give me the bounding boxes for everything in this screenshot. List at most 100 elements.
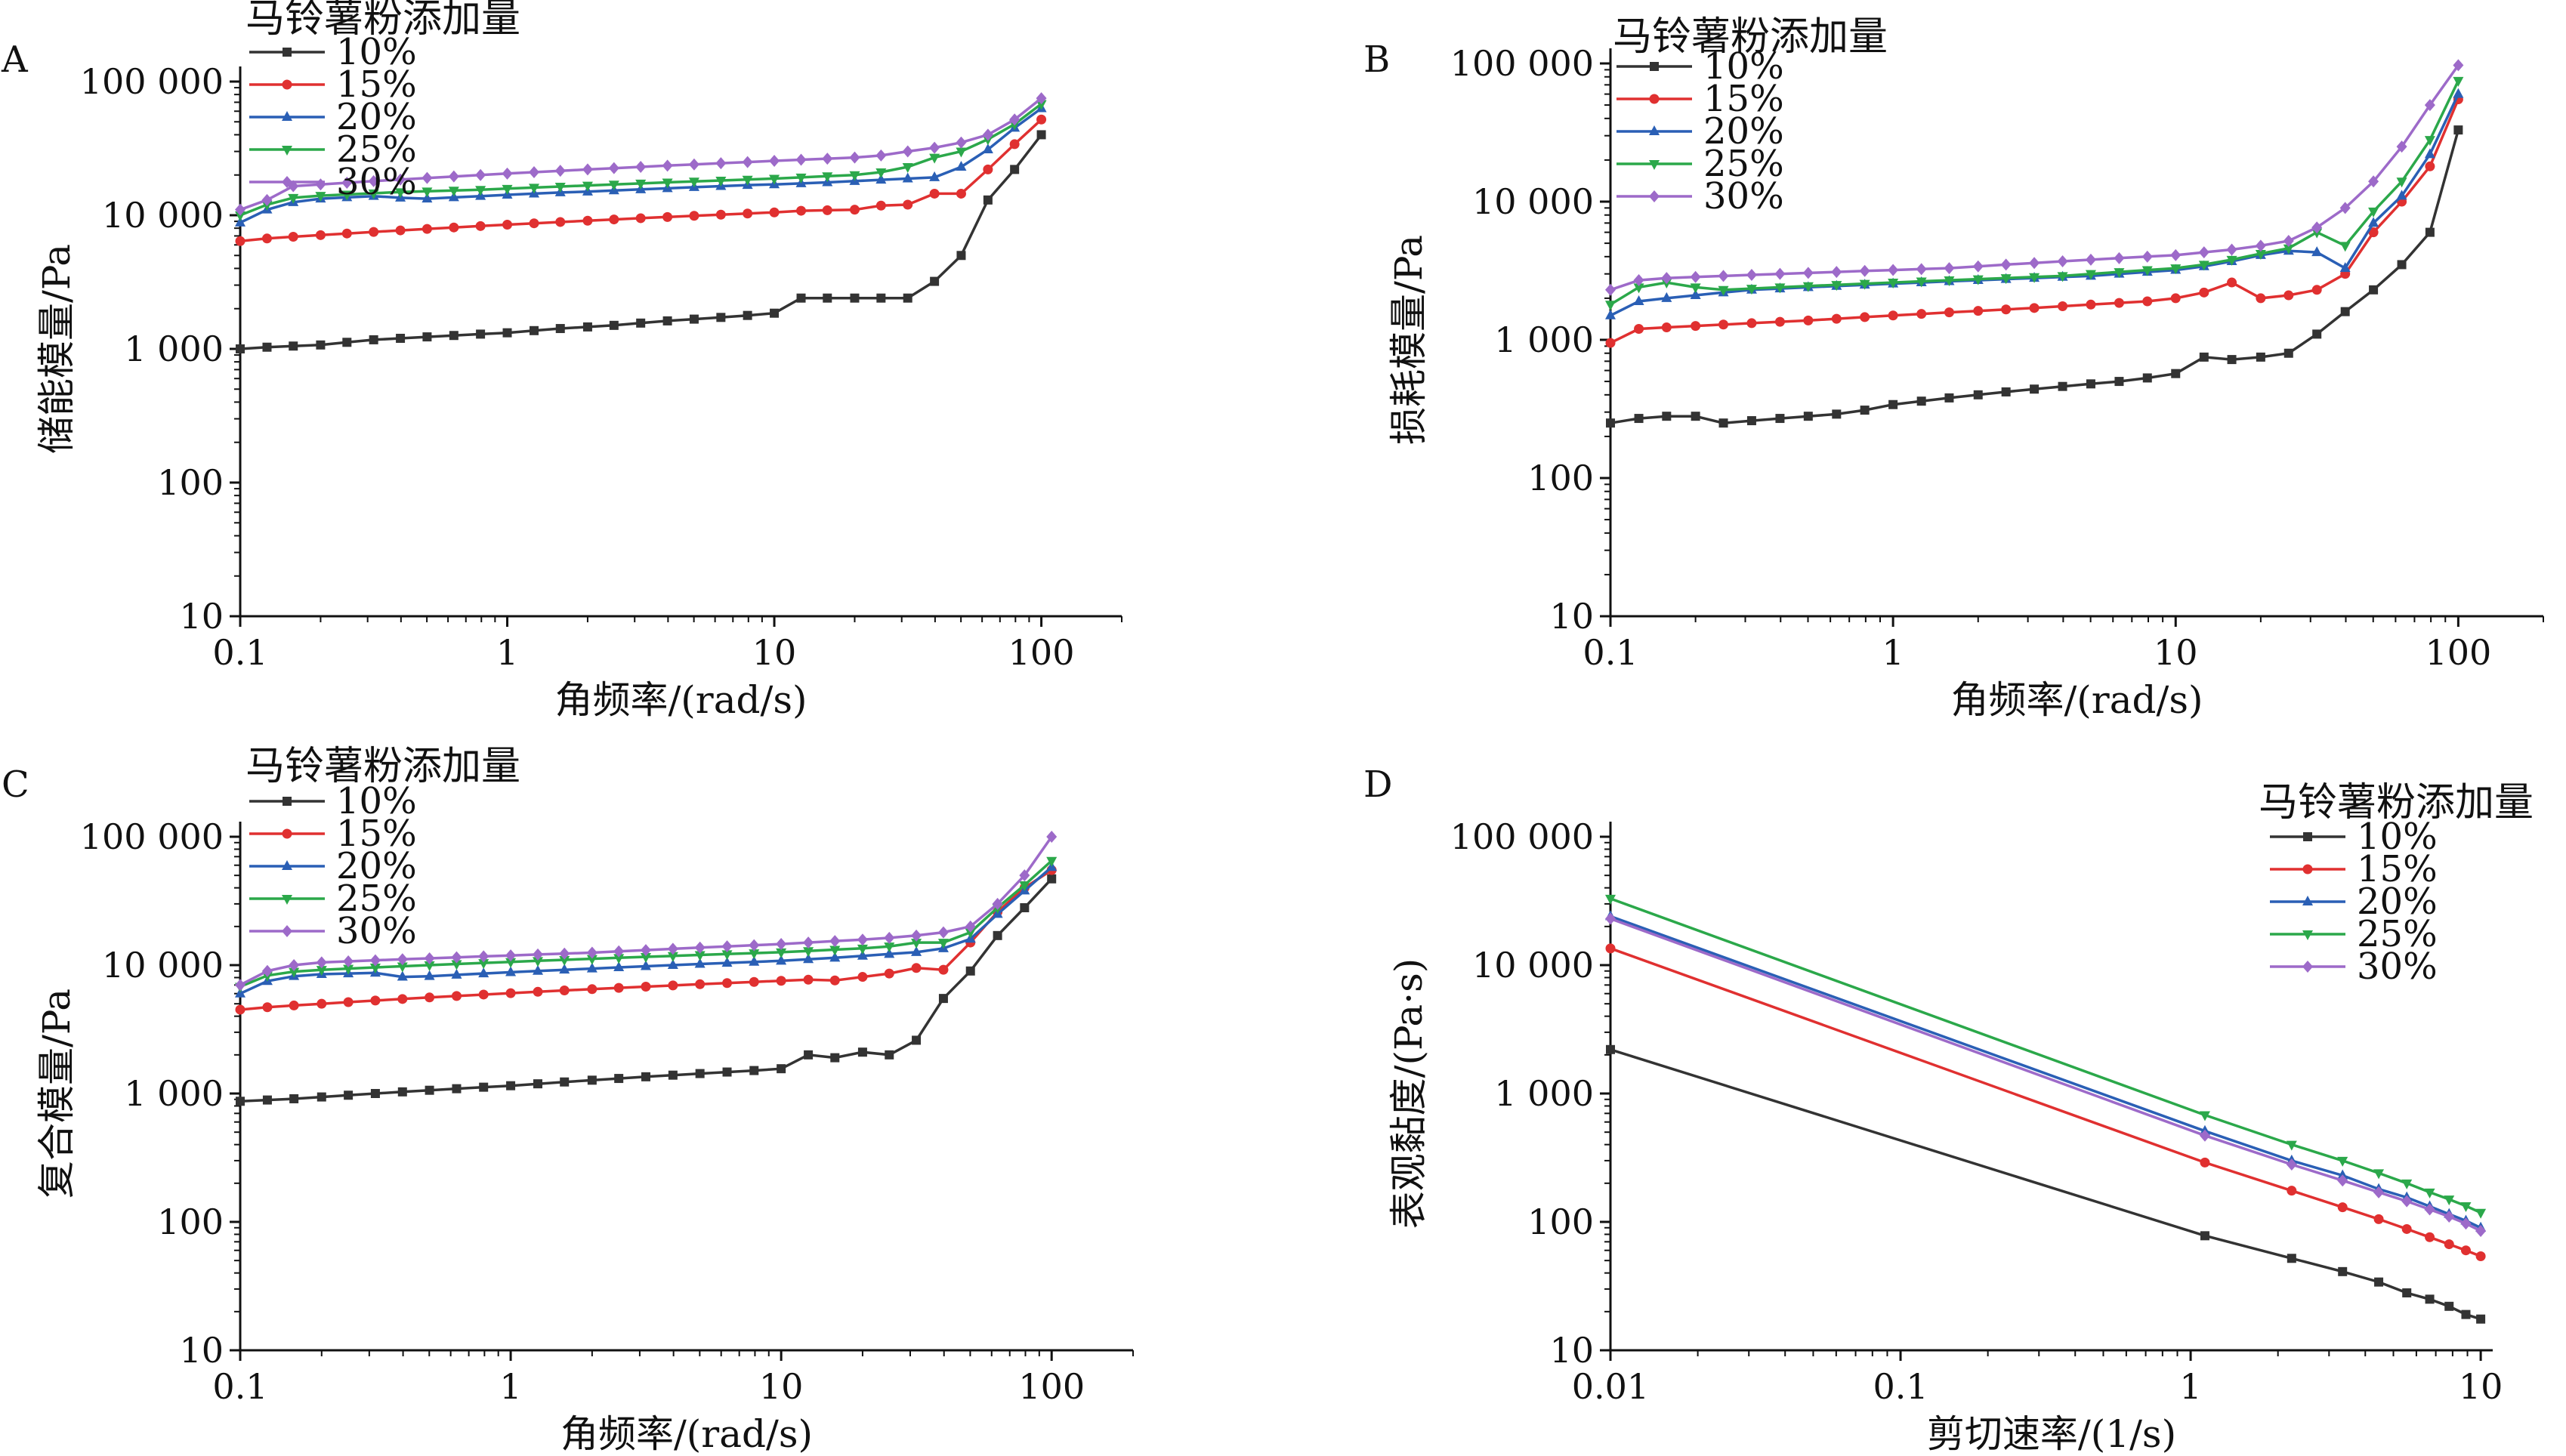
data-point (1860, 312, 1870, 322)
data-point (343, 964, 354, 975)
legend-item: 25% (249, 128, 417, 171)
data-point (2302, 930, 2313, 940)
data-point (448, 187, 459, 197)
data-point (1020, 902, 1030, 912)
data-point (609, 320, 619, 330)
data-point (2311, 221, 2323, 234)
data-point (368, 189, 379, 199)
data-point (2425, 1294, 2435, 1304)
data-point (1691, 321, 1701, 332)
data-point (2200, 1157, 2210, 1168)
data-point (421, 193, 433, 203)
data-point (688, 158, 699, 171)
data-point (849, 171, 860, 181)
y-tick-label: 10 000 (1472, 181, 1594, 222)
data-point (2057, 255, 2068, 268)
data-point (315, 178, 326, 191)
data-point (668, 980, 678, 991)
data-point (449, 331, 459, 341)
y-tick-label: 100 (1527, 458, 1594, 498)
data-point (261, 964, 273, 977)
data-point (749, 955, 760, 966)
data-point (1661, 292, 1672, 302)
data-point (2401, 1223, 2412, 1234)
data-point (282, 860, 292, 870)
data-point (721, 950, 733, 961)
data-point (1036, 100, 1047, 110)
data-point (640, 944, 651, 957)
data-point (716, 313, 726, 322)
data-point (424, 952, 435, 964)
data-point (2001, 304, 2012, 315)
data-point (796, 293, 806, 303)
data-point (2302, 896, 2313, 905)
data-point (2453, 59, 2464, 72)
data-point (235, 979, 245, 992)
data-point (2425, 161, 2435, 171)
y-tick-label: 100 000 (80, 61, 224, 102)
data-point (2114, 298, 2124, 308)
series-line (1610, 897, 2481, 1214)
data-point (2311, 285, 2322, 295)
data-point (1832, 409, 1842, 419)
data-point (641, 1072, 650, 1081)
data-point (983, 195, 993, 205)
data-point (421, 224, 432, 234)
data-point (1802, 267, 1814, 279)
data-point (609, 214, 619, 225)
series-group (1605, 894, 2487, 1324)
data-point (587, 1075, 597, 1085)
data-point (1691, 412, 1700, 421)
data-point (875, 174, 887, 184)
panel-d: D 10 100 1 000 10 000 100 000 0.01 0.1 1 10 剪切速率/(… (1363, 763, 2534, 1456)
data-point (635, 213, 646, 224)
data-point (1916, 396, 1926, 406)
data-point (261, 193, 273, 206)
data-point (1634, 414, 1644, 424)
data-point (2086, 379, 2095, 389)
data-point (635, 179, 647, 190)
data-point (1944, 276, 1955, 287)
data-point (743, 208, 753, 219)
data-point (743, 310, 752, 320)
data-point (282, 895, 292, 905)
data-point (586, 946, 597, 959)
data-point (397, 994, 408, 1004)
data-point (368, 174, 379, 187)
data-point (992, 897, 1003, 910)
data-point (911, 963, 922, 973)
x-axis-title: 剪切速率/(1/s) (1927, 1412, 2176, 1453)
data-point (2461, 1309, 2471, 1319)
x-tick-label: 0.1 (212, 632, 267, 673)
x-tick-label: 1 (2179, 1366, 2201, 1407)
data-point (2302, 864, 2313, 875)
data-point (505, 958, 517, 968)
data-point (1774, 267, 1786, 280)
data-point (288, 232, 298, 242)
data-point (929, 141, 940, 154)
data-point (2085, 253, 2096, 266)
data-point (1831, 313, 1842, 324)
data-point (822, 172, 833, 183)
legend-title: 马铃薯粉添加量 (1613, 14, 1888, 60)
data-point (804, 1050, 814, 1060)
data-point (608, 162, 619, 174)
legend-item: 30% (249, 161, 417, 203)
data-point (235, 216, 245, 227)
data-point (849, 151, 860, 164)
legend-label: 15% (2357, 848, 2438, 890)
data-point (937, 939, 949, 949)
data-point (2368, 217, 2379, 227)
data-point (822, 205, 832, 215)
y-axis-title: 表观黏度/(Pa·s) (1387, 958, 1431, 1229)
data-point (1036, 114, 1047, 125)
y-ticks: 10 100 1 000 10 000 100 000 (80, 61, 240, 637)
data-point (478, 959, 489, 970)
x-tick-label: 100 (1018, 1366, 1085, 1407)
data-point (2199, 1111, 2210, 1121)
data-point (1649, 190, 1660, 202)
data-point (560, 1077, 570, 1087)
data-point (1746, 416, 1756, 426)
data-point (452, 1084, 462, 1094)
series-30pct (235, 831, 1058, 992)
